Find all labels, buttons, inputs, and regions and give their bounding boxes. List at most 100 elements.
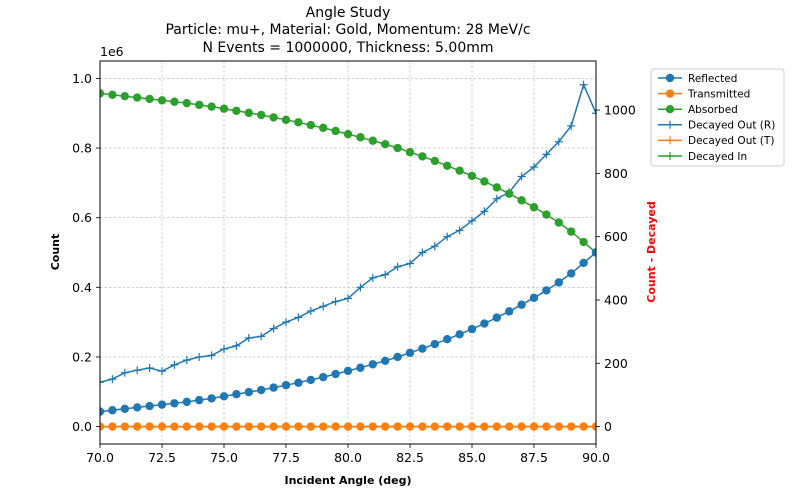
data-point (120, 422, 129, 431)
legend-marker (666, 136, 674, 145)
legend-marker (666, 120, 674, 129)
data-point (542, 150, 551, 159)
data-point (554, 218, 563, 227)
data-point (195, 395, 204, 405)
y-right-tick-label: 800 (604, 166, 628, 181)
data-point (133, 403, 142, 412)
legend-item-decayed-out-r: Decayed Out (R) (658, 120, 775, 132)
data-point (170, 422, 179, 431)
data-point (331, 297, 340, 306)
data-point (207, 394, 216, 403)
data-point (468, 216, 476, 225)
data-point (381, 356, 390, 365)
data-point (319, 302, 328, 311)
data-point (219, 422, 229, 431)
data-point (306, 307, 315, 316)
data-point (529, 422, 539, 431)
y-right-axis-label: Count - Decayed (645, 201, 658, 302)
data-point (269, 383, 278, 392)
data-point (120, 368, 129, 377)
data-point (306, 120, 315, 130)
data-point (418, 248, 427, 257)
data-point (344, 294, 352, 303)
data-point (319, 123, 328, 133)
data-point (232, 106, 241, 115)
data-point (517, 300, 526, 309)
legend-marker (665, 73, 675, 83)
data-point (492, 194, 501, 203)
data-point (343, 422, 353, 431)
data-point (356, 283, 365, 292)
series-reflected (100, 248, 596, 416)
axes-layer: 70.0 72.5 75.0 77.5 80.0 82.5 85.0 87.5 90.0 0.0 0… (72, 71, 636, 465)
chart-title-line-1: Angle Study (306, 5, 391, 21)
data-point (579, 258, 588, 268)
data-point (406, 259, 414, 268)
data-point (480, 422, 489, 431)
data-point (505, 307, 514, 316)
y-tick-label: 0.4 (72, 280, 92, 295)
data-point (492, 422, 501, 431)
data-point (108, 406, 117, 415)
legend-marker (665, 89, 675, 98)
data-point (567, 422, 576, 431)
data-point (219, 392, 229, 401)
data-point (480, 207, 489, 216)
data-point (269, 113, 278, 122)
legend-label: Absorbed (688, 104, 738, 116)
data-point (232, 341, 241, 350)
data-point (294, 378, 303, 387)
data-point (368, 360, 377, 369)
data-point (133, 93, 142, 102)
data-point (207, 102, 216, 111)
data-point (158, 367, 166, 376)
data-point (343, 129, 353, 139)
data-point (220, 345, 228, 354)
data-point (257, 385, 266, 395)
data-point (542, 286, 551, 295)
data-point (108, 422, 117, 431)
data-point (157, 96, 167, 105)
data-point (455, 166, 464, 175)
data-point (244, 422, 253, 431)
x-tick-label: 85.0 (458, 450, 486, 465)
data-point (331, 369, 340, 379)
data-point (393, 352, 402, 362)
x-tick-label: 80.0 (334, 450, 362, 465)
data-point (368, 136, 377, 145)
data-point (343, 366, 353, 376)
series-absorbed (100, 89, 596, 257)
data-point (294, 422, 303, 431)
data-point (405, 348, 415, 357)
data-point (195, 422, 204, 431)
data-point (182, 397, 191, 407)
data-point (282, 318, 290, 327)
data-point (356, 422, 365, 431)
x-axis-label: Incident Angle (deg) (284, 474, 411, 487)
data-point (145, 422, 154, 431)
y-right-tick-label: 600 (604, 229, 628, 244)
data-point (157, 422, 167, 431)
legend-label: Decayed In (688, 151, 747, 163)
legend-marker (666, 152, 674, 160)
data-point (430, 156, 439, 166)
data-point (120, 404, 129, 414)
data-point (306, 375, 315, 385)
legend-item-decayed-out-t: Decayed Out (T) (658, 135, 774, 147)
data-point (108, 375, 117, 384)
data-point (567, 269, 576, 278)
x-tick-label: 77.5 (272, 450, 300, 465)
data-point (207, 422, 216, 431)
data-point (182, 356, 191, 365)
data-point (443, 334, 452, 344)
data-point (182, 422, 191, 431)
data-point (207, 351, 216, 360)
data-point (281, 422, 291, 431)
data-point (120, 91, 129, 101)
data-point (467, 324, 477, 334)
data-point (145, 364, 154, 373)
data-point (219, 104, 229, 113)
y-offset-label: 1e6 (100, 44, 124, 59)
data-point (294, 118, 303, 127)
